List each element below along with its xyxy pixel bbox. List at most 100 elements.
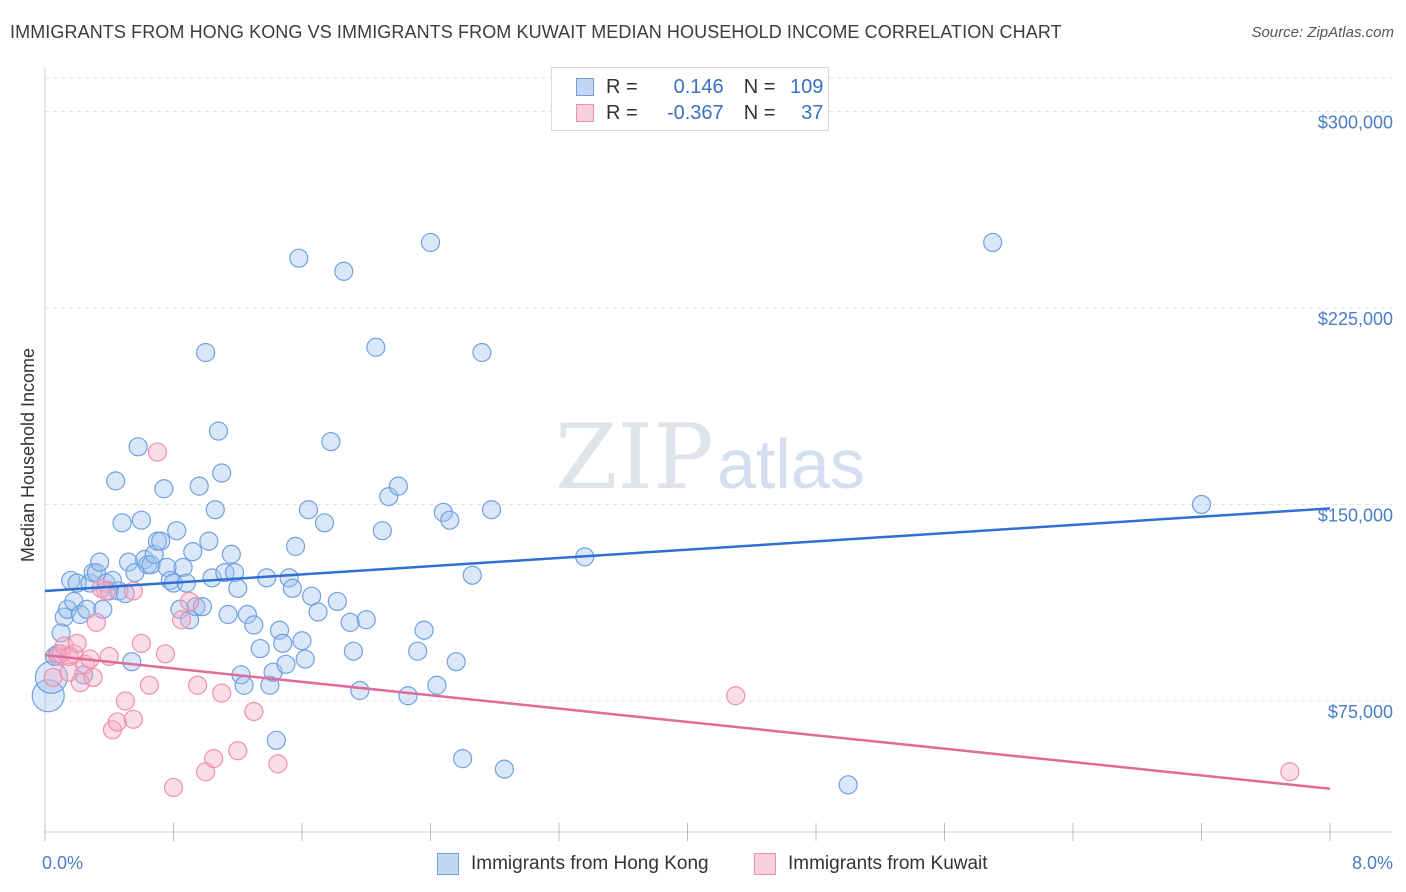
hong-kong-point (292, 631, 312, 651)
hong-kong-point (250, 638, 270, 659)
kuwait-point (96, 581, 116, 601)
chart-title: IMMIGRANTS FROM HONG KONG VS IMMIGRANTS … (10, 22, 1062, 42)
hong-kong-point (398, 686, 418, 706)
y-axis-label: Median Household Income (18, 348, 38, 562)
hong-kong-point (221, 544, 241, 564)
axes (44, 68, 1392, 841)
hong-kong-point (420, 232, 441, 253)
legend-label: Immigrants from Hong Kong (471, 853, 709, 874)
hong-kong-point (202, 568, 222, 588)
hong-kong-point (366, 337, 386, 357)
hong-kong-point (208, 421, 229, 441)
hong-kong-point (237, 604, 257, 625)
hong-kong-point (356, 610, 376, 630)
hong-kong-point (440, 510, 460, 530)
hong-kong-point (112, 513, 132, 533)
legend-row-kuwait: R = -0.367 N = 37 (576, 101, 823, 125)
legend-label: Immigrants from Kuwait (788, 853, 988, 874)
hong-kong-point (273, 633, 293, 653)
hong-kong-point (838, 775, 858, 795)
r-value: -0.367 (666, 101, 724, 124)
hong-kong-point (173, 557, 193, 577)
hong-kong-point (983, 232, 1003, 253)
kuwait-point (244, 701, 264, 722)
hong-kong-point (215, 562, 235, 583)
hong-kong-point (151, 531, 171, 551)
hong-kong-point (340, 612, 360, 632)
hong-kong-point (433, 502, 453, 522)
kuwait-point (212, 683, 232, 703)
legend-item-hong-kong: Immigrants from Hong Kong (437, 851, 709, 877)
kuwait-point (83, 667, 103, 688)
hong-kong-point (131, 510, 151, 530)
kuwait-point (155, 644, 176, 664)
legend-row-hong-kong: R = 0.146 N = 109 (576, 75, 823, 99)
kuwait-point (147, 442, 168, 462)
watermark-atlas: atlas (717, 425, 865, 503)
x-tick-label-max: 8.0% (1352, 853, 1393, 873)
hong-kong-point (90, 552, 110, 572)
n-label: N = (743, 75, 776, 98)
hong-kong-point (128, 437, 148, 457)
stats-legend: R = 0.146 N = 109 R = -0.367 N = 37 (551, 67, 829, 131)
watermark-zip: ZIP (555, 405, 714, 510)
kuwait-point (268, 754, 288, 774)
hong-kong-point (1191, 494, 1212, 515)
hong-kong-point (183, 542, 203, 562)
hong-kong-point (106, 471, 126, 491)
hong-kong-point (102, 570, 123, 591)
series-kuwait (43, 442, 1300, 798)
hong-kong-point (196, 342, 216, 363)
kuwait-point (107, 712, 127, 732)
x-tick-label-min: 0.0% (42, 853, 83, 873)
hong-kong-point (388, 476, 408, 496)
hong-kong-legend-swatch-icon (437, 853, 459, 875)
hong-kong-point (462, 565, 482, 585)
hong-kong-point (77, 599, 97, 619)
kuwait-point (228, 741, 248, 761)
hong-kong-point (224, 562, 245, 583)
hong-kong-point (141, 555, 161, 575)
hong-kong-point (472, 342, 492, 363)
hong-kong-point (118, 552, 139, 572)
kuwait-point (726, 686, 746, 706)
hong-kong-point (372, 521, 392, 541)
hong-kong-point (379, 487, 399, 507)
hong-kong-point (314, 513, 335, 533)
chart-source: Source: ZipAtlas.com (1251, 24, 1394, 41)
hong-kong-point (122, 652, 142, 672)
kuwait-point (163, 777, 184, 798)
y-tick-label: $300,000 (1318, 112, 1393, 132)
y-tick-label: $75,000 (1328, 702, 1393, 722)
hong-kong-trend-line (44, 507, 1331, 593)
tick-labels: $300,000 $225,000 $150,000 $75,000 0.0% 8.0% (42, 112, 1393, 873)
hong-kong-point (266, 730, 286, 750)
kuwait-point (123, 709, 143, 729)
hong-kong-point (244, 615, 264, 635)
hong-kong-point (228, 578, 248, 598)
hong-kong-point (308, 602, 328, 622)
y-tick-label: $150,000 (1318, 505, 1393, 525)
r-value: 0.146 (673, 75, 724, 98)
trend-lines (44, 507, 1331, 791)
hong-kong-point (186, 597, 206, 617)
hong-kong-point (276, 654, 296, 674)
hong-kong-point (218, 604, 238, 625)
kuwait-point (179, 591, 200, 612)
kuwait-point (171, 610, 192, 630)
r-label: R = (606, 101, 638, 124)
hong-kong-point (205, 500, 225, 520)
hong-kong-point (189, 476, 209, 496)
watermark: ZIP atlas (555, 405, 865, 510)
hong-kong-point (427, 675, 447, 695)
hong-kong-point (285, 536, 306, 556)
hong-kong-point (327, 591, 347, 612)
hong-kong-point (343, 641, 363, 661)
legend-item-kuwait: Immigrants from Kuwait (754, 851, 988, 877)
n-label: N = (743, 101, 776, 124)
hong-kong-point (34, 660, 69, 695)
kuwait-point (43, 667, 63, 688)
y-tick-label: $225,000 (1318, 309, 1393, 329)
series-hong-kong (31, 232, 1212, 795)
